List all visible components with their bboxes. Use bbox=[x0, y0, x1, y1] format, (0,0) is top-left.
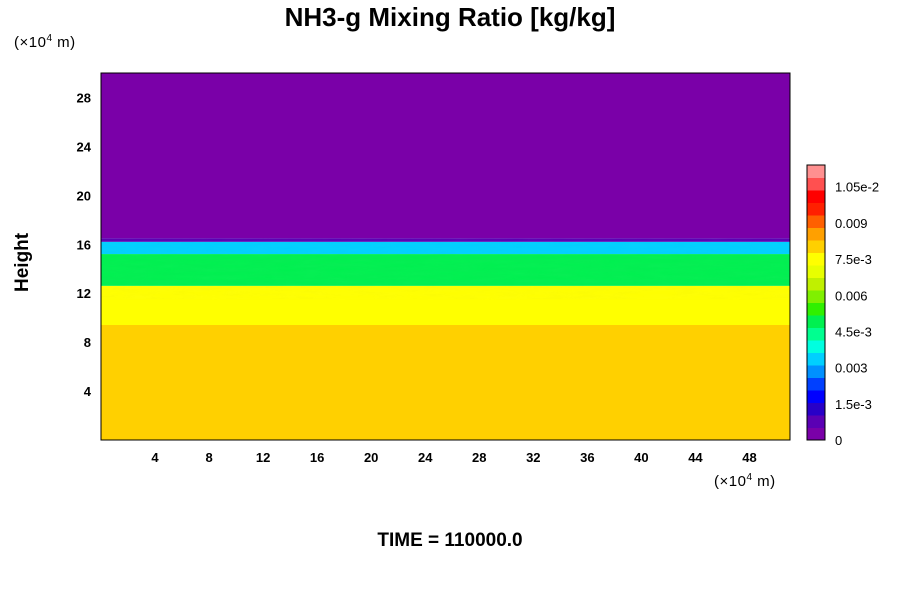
colorbar-swatch bbox=[807, 165, 825, 178]
texture-overlay bbox=[101, 238, 790, 300]
y-tick-label: 24 bbox=[77, 139, 92, 154]
colorbar-swatch bbox=[807, 202, 825, 216]
x-axis-unit: (×104 m) bbox=[714, 472, 776, 490]
heatmap-layer-0 bbox=[101, 325, 790, 440]
colorbar-swatch bbox=[807, 365, 825, 378]
x-tick-label: 4 bbox=[151, 450, 159, 465]
x-unit-exponent: 4 bbox=[746, 472, 753, 483]
colorbar-swatch bbox=[807, 215, 825, 228]
x-tick-label: 48 bbox=[742, 450, 756, 465]
colorbar-tick-label: 0.003 bbox=[835, 361, 868, 376]
colorbar-swatch bbox=[807, 377, 825, 391]
colorbar-tick-label: 1.5e-3 bbox=[835, 397, 872, 412]
x-tick-label: 24 bbox=[418, 450, 433, 465]
x-unit-prefix: (×10 bbox=[714, 473, 747, 490]
colorbar-swatch bbox=[807, 265, 825, 278]
colorbar-tick-label: 7.5e-3 bbox=[835, 252, 872, 267]
x-tick-label: 16 bbox=[310, 450, 324, 465]
colorbar-swatch bbox=[807, 190, 825, 203]
colorbar: 0 1.5e-3 0.003 4.5e-3 0.006 7.5e-3 0.009 1.05e-… bbox=[806, 164, 879, 448]
x-tick-label: 40 bbox=[634, 450, 648, 465]
colorbar-tick-label: 1.05e-2 bbox=[835, 180, 879, 195]
y-tick-label: 28 bbox=[77, 90, 91, 105]
colorbar-swatch bbox=[807, 427, 825, 441]
colorbar-swatch bbox=[807, 315, 825, 328]
colorbar-swatch bbox=[807, 290, 825, 303]
colorbar-swatch bbox=[807, 252, 825, 266]
chart-title: NH3-g Mixing Ratio [kg/kg] bbox=[284, 2, 616, 32]
x-tick-label: 12 bbox=[256, 450, 270, 465]
colorbar-tick-label: 0 bbox=[835, 433, 842, 448]
y-unit-suffix: m) bbox=[52, 34, 76, 51]
colorbar-swatch bbox=[807, 240, 825, 253]
x-tick-label: 28 bbox=[472, 450, 486, 465]
colorbar-swatch bbox=[807, 340, 825, 353]
colorbar-swatch bbox=[807, 327, 825, 341]
x-tick-label: 44 bbox=[688, 450, 703, 465]
colorbar-tick-label: 4.5e-3 bbox=[835, 324, 872, 339]
y-unit-exponent: 4 bbox=[46, 33, 53, 44]
x-tick-label: 32 bbox=[526, 450, 540, 465]
colorbar-swatch bbox=[807, 352, 825, 366]
x-tick-label: 20 bbox=[364, 450, 378, 465]
y-tick-label: 12 bbox=[77, 286, 91, 301]
x-tick-label: 36 bbox=[580, 450, 594, 465]
colorbar-swatch bbox=[807, 227, 825, 241]
colorbar-tick-label: 0.006 bbox=[835, 288, 868, 303]
y-unit-prefix: (×10 bbox=[14, 34, 47, 51]
colorbar-swatch bbox=[807, 277, 825, 291]
colorbar-swatch bbox=[807, 177, 825, 191]
colorbar-swatch bbox=[807, 390, 825, 403]
plot-frame bbox=[100, 72, 791, 441]
y-axis-ticks: 4 8 12 16 20 24 28 bbox=[77, 90, 92, 399]
y-axis-unit: (×104 m) bbox=[14, 33, 76, 51]
y-tick-label: 16 bbox=[77, 237, 91, 252]
x-axis-ticks: 4 8 12 16 20 24 28 32 36 40 44 48 bbox=[151, 450, 756, 465]
time-label: TIME = 110000.0 bbox=[377, 530, 523, 551]
colorbar-tick-label: 0.009 bbox=[835, 216, 868, 231]
x-unit-suffix: m) bbox=[752, 473, 776, 490]
y-tick-label: 8 bbox=[84, 335, 91, 350]
y-tick-label: 4 bbox=[84, 384, 92, 399]
colorbar-frame bbox=[806, 164, 826, 441]
x-tick-label: 8 bbox=[205, 450, 212, 465]
colorbar-swatch bbox=[807, 415, 825, 428]
y-tick-label: 20 bbox=[77, 188, 91, 203]
colorbar-swatch bbox=[807, 302, 825, 316]
heatmap-layer-5 bbox=[101, 73, 790, 239]
colorbar-swatch bbox=[807, 402, 825, 416]
